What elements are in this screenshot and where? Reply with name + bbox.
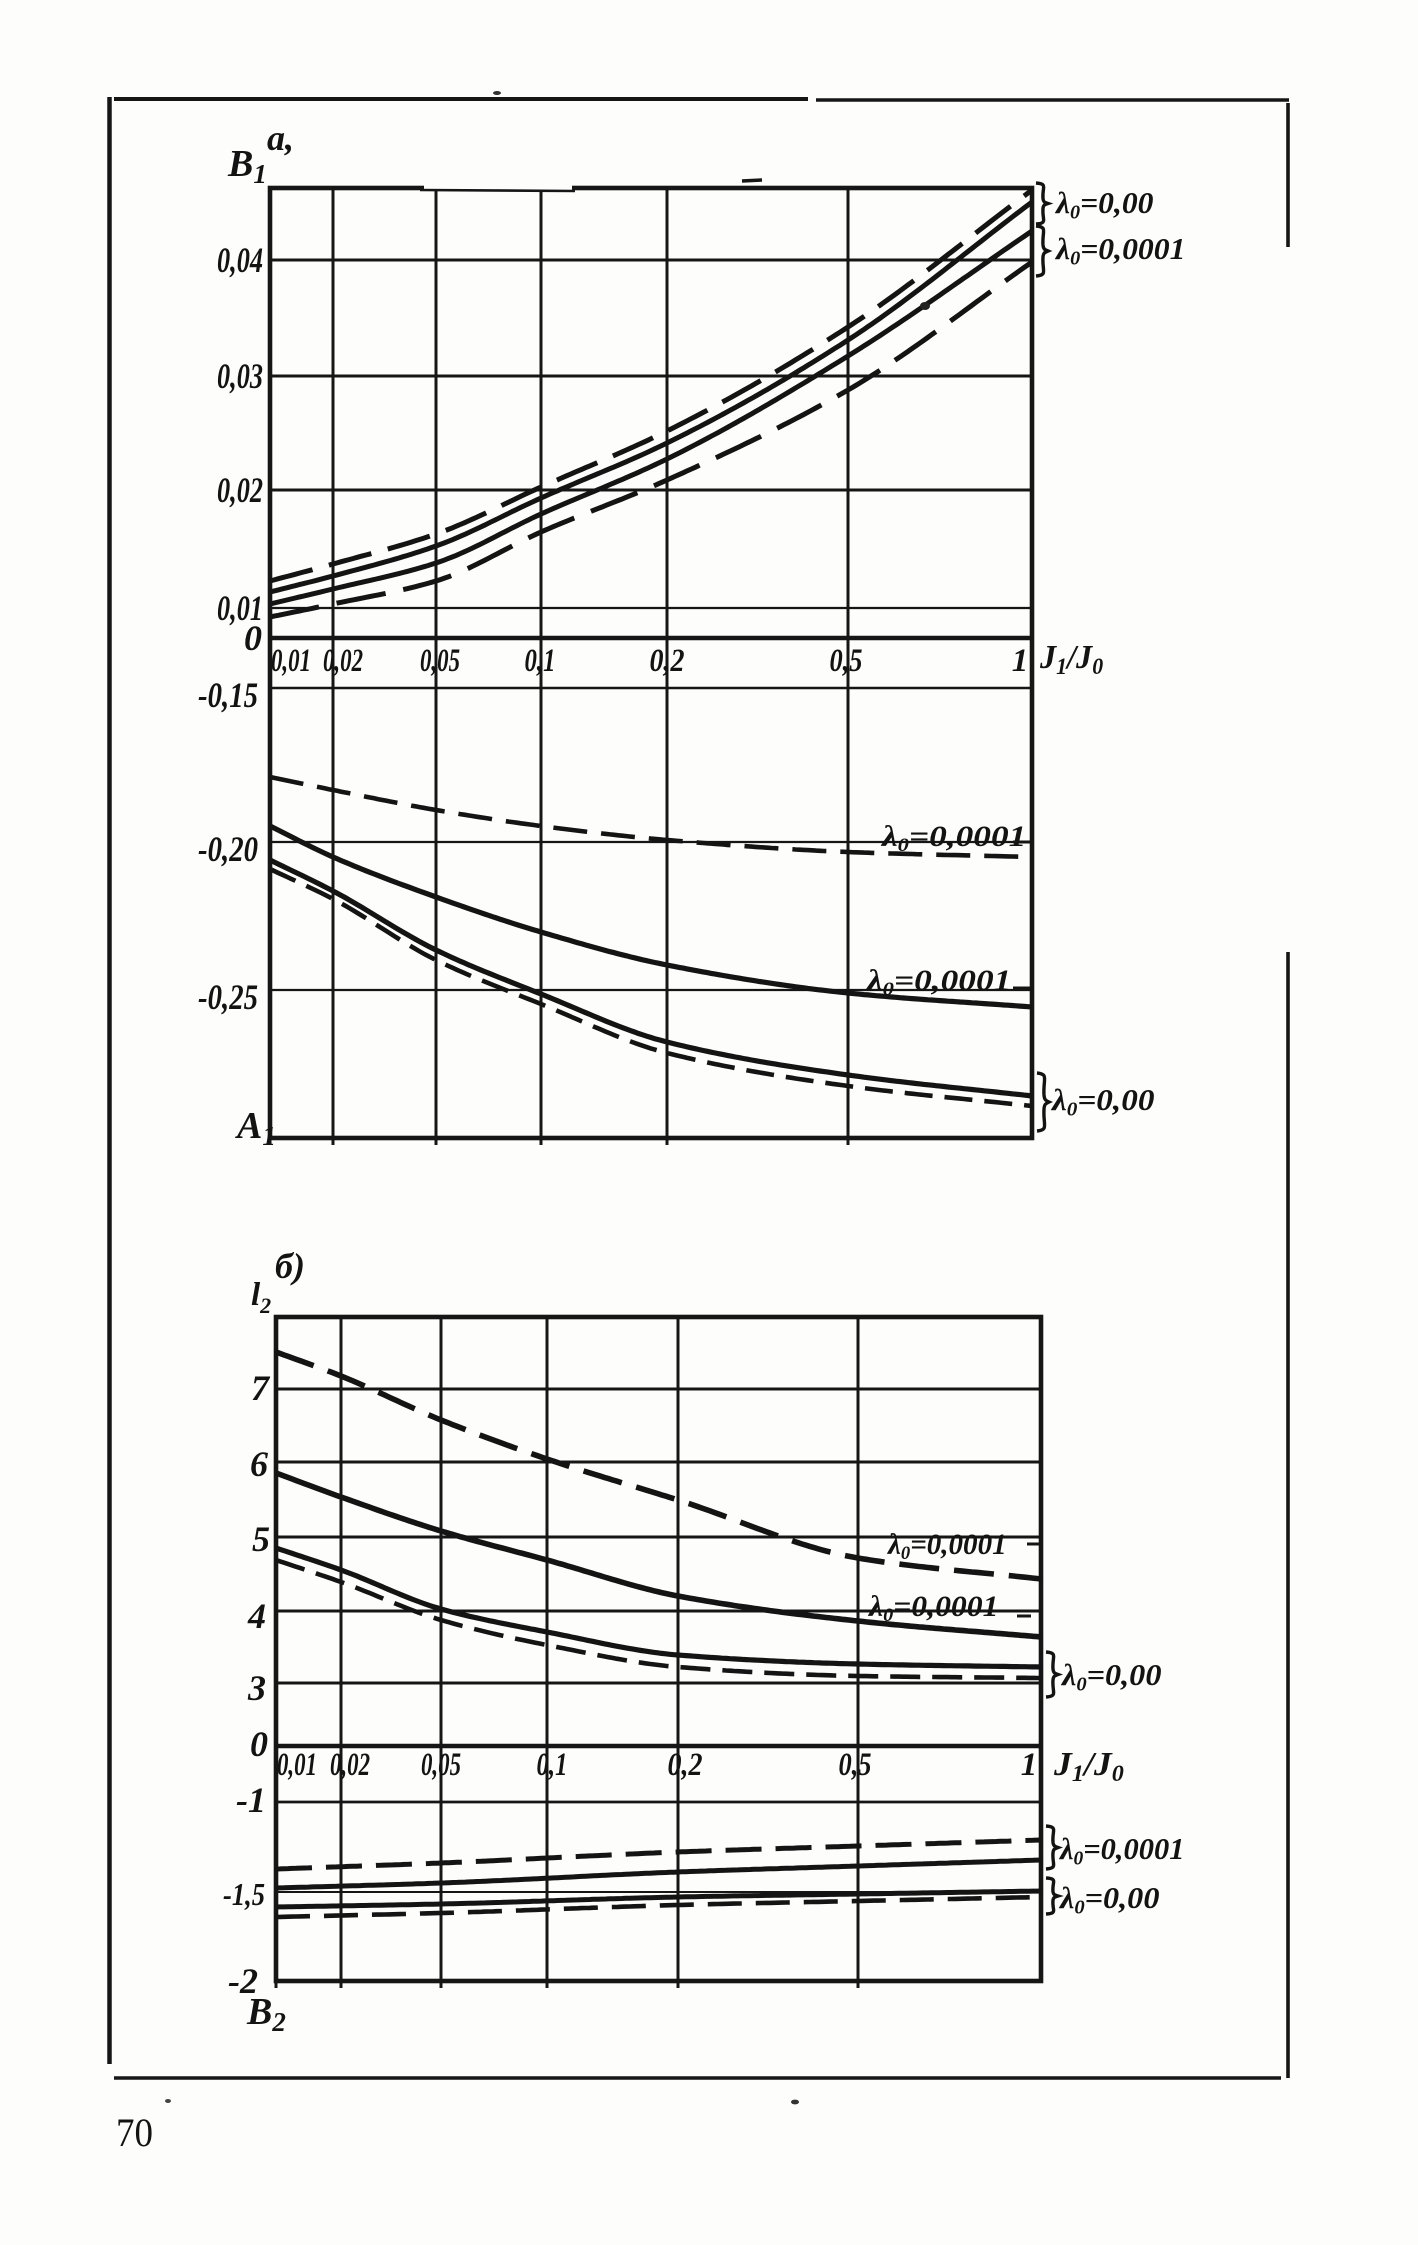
svg-text:5: 5	[252, 1519, 270, 1559]
svg-text:0,01: 0,01	[277, 1747, 317, 1783]
svg-text:λ0=0,00: λ0=0,00	[1050, 1082, 1155, 1120]
svg-text:0,2: 0,2	[668, 1747, 703, 1783]
svg-text:B2: B2	[246, 1991, 286, 2037]
svg-text:λ0=0,00: λ0=0,00	[1060, 1658, 1162, 1696]
svg-text:0,05: 0,05	[420, 643, 460, 679]
svg-text:l2: l2	[251, 1277, 271, 1318]
svg-text:0,1: 0,1	[537, 1747, 568, 1783]
svg-text:0,04: 0,04	[217, 240, 263, 280]
svg-text:λ0=0,00: λ0=0,00	[1054, 185, 1154, 223]
svg-text:1: 1	[1021, 1747, 1038, 1783]
svg-text:0,03: 0,03	[217, 356, 263, 396]
svg-text:J1/J0: J1/J0	[1053, 1745, 1124, 1787]
svg-text:6: 6	[250, 1444, 268, 1484]
svg-text:0,02: 0,02	[330, 1747, 370, 1783]
svg-text:B1: B1	[227, 143, 267, 189]
svg-text:λ0=0,00: λ0=0,00	[1058, 1881, 1160, 1919]
svg-text:-1: -1	[236, 1780, 266, 1820]
svg-text:0: 0	[250, 1724, 268, 1764]
svg-text:4: 4	[247, 1596, 266, 1636]
svg-text:λ0=0,0001: λ0=0,0001	[1058, 1832, 1185, 1870]
svg-text:3: 3	[247, 1668, 266, 1708]
svg-text:λ0=0,0001: λ0=0,0001	[867, 1589, 999, 1626]
svg-text:λ0=0,0001: λ0=0,0001	[880, 820, 1026, 855]
svg-text:-1,5: -1,5	[223, 1876, 265, 1912]
svg-text:0,02: 0,02	[323, 643, 363, 679]
svg-text:0,05: 0,05	[421, 1747, 461, 1783]
svg-text:0: 0	[244, 618, 262, 658]
svg-text:0,01: 0,01	[271, 643, 311, 679]
svg-text:0,1: 0,1	[525, 643, 556, 679]
svg-text:a,: a,	[267, 118, 294, 158]
svg-text:-0,15: -0,15	[198, 675, 258, 715]
svg-text:0,02: 0,02	[217, 470, 263, 510]
svg-text:-2: -2	[228, 1961, 258, 2001]
svg-text:0,2: 0,2	[650, 643, 685, 679]
svg-text:0,01: 0,01	[217, 588, 263, 628]
svg-text:70: 70	[116, 2110, 153, 2155]
svg-text:-0,25: -0,25	[198, 977, 258, 1017]
svg-text:λ0=0,0001: λ0=0,0001	[886, 1529, 1007, 1565]
svg-text:7: 7	[251, 1368, 271, 1408]
svg-text:0,5: 0,5	[839, 1747, 872, 1783]
svg-text:λ0=0,0001: λ0=0,0001	[1054, 231, 1186, 269]
svg-text:б): б)	[275, 1246, 305, 1286]
svg-text:1: 1	[1012, 643, 1029, 679]
svg-text:λ0=0,0001: λ0=0,0001	[865, 964, 1011, 999]
svg-text:-0,20: -0,20	[198, 829, 258, 869]
svg-text:J1/J0: J1/J0	[1039, 638, 1103, 679]
svg-text:0,5: 0,5	[830, 643, 863, 679]
